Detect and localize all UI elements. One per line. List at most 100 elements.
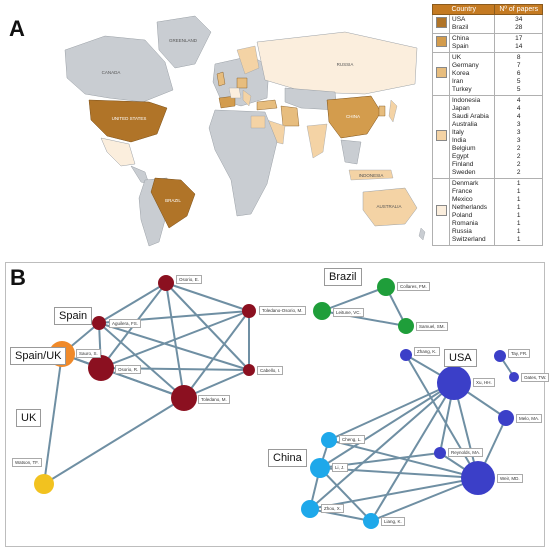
legend-paper-count: 28 <box>515 24 523 31</box>
country-legend-table: Country Nº of papers USA Brazil 34 28 China S… <box>431 4 543 246</box>
network-edge <box>43 353 63 485</box>
node-label: Collares, FM. <box>397 282 430 291</box>
map-label-russia: RUSSIA <box>337 62 354 67</box>
group-label-uk: UK <box>16 409 42 427</box>
legend-paper-count: 5 <box>516 78 521 85</box>
legend-country: Italy <box>452 129 464 136</box>
node-label: Osorio, E. <box>176 275 203 284</box>
network-node-weir-md <box>461 461 495 495</box>
network-node-melo-ma <box>498 410 514 426</box>
node-label: Tay, FR. <box>508 349 531 358</box>
network-node-tay-fr <box>494 350 506 362</box>
legend-paper-count: 4 <box>516 105 521 112</box>
legend-country: Iran <box>452 78 464 85</box>
legend-swatch <box>435 130 447 141</box>
legend-paper-counts: 17 14 <box>494 33 543 53</box>
network-edge <box>309 382 455 510</box>
legend-country: Saudi Arabia <box>452 113 489 120</box>
legend-paper-count: 4 <box>516 97 521 104</box>
legend-country: Egypt <box>452 153 469 160</box>
node-label: Li, J. <box>332 463 348 472</box>
legend-paper-counts: 34 28 <box>494 14 543 34</box>
legend-swatch <box>435 67 447 78</box>
network-node-zhang-k <box>400 349 412 361</box>
group-label-usa: USA <box>444 349 477 367</box>
legend-paper-count: 2 <box>516 161 521 168</box>
legend-paper-count: 1 <box>516 212 521 219</box>
network-edge <box>370 382 455 522</box>
legend-countries: USA Brazil <box>448 14 496 34</box>
node-label: Watson, TF. <box>12 458 42 467</box>
legend-swatch <box>435 205 447 216</box>
panel-b: B Spain Spain/UK UK Brazil USA China Oso… <box>5 262 549 547</box>
network-edge <box>321 286 387 312</box>
legend-country: Turkey <box>452 86 472 93</box>
legend-country: Switzerland <box>452 236 486 243</box>
legend-paper-count: 1 <box>516 236 521 243</box>
network-edge <box>319 467 372 522</box>
network-edge <box>98 282 167 324</box>
legend-paper-count: 1 <box>516 220 521 227</box>
network-edge <box>98 322 185 399</box>
legend-country: USA <box>452 16 466 23</box>
legend-paper-count: 34 <box>515 16 523 23</box>
map-label-australia: AUSTRALIA <box>376 204 401 209</box>
legend-country: Korea <box>452 70 470 77</box>
legend-paper-count: 2 <box>516 145 521 152</box>
network-edge <box>405 354 479 479</box>
australia-shape <box>362 187 418 227</box>
legend-country: France <box>452 188 473 195</box>
legend-countries: Indonesia Japan Saudi Arabia Australia Italy… <box>448 95 496 179</box>
node-label: Zhang, K. <box>414 347 440 356</box>
node-label: Cheng, L. <box>339 435 365 444</box>
network-node-aguilera-fs <box>92 316 106 330</box>
legend-group-row: Denmark France Mexico Netherlands Poland Roma… <box>432 178 543 246</box>
network-node-osorio-r <box>88 355 114 381</box>
legend-paper-count: 7 <box>516 62 521 69</box>
network-node-cabello-i <box>243 364 255 376</box>
legend-paper-count: 1 <box>516 188 521 195</box>
network-node-reynolds-ma <box>434 447 446 459</box>
node-label: Liang, K. <box>381 517 405 526</box>
network-edge <box>61 353 185 399</box>
map-label-indonesia: INDONESIA <box>359 173 384 178</box>
china-shape <box>326 95 382 139</box>
legend-group-row: UK Germany Korea Iran Turkey 8 7 6 5 5 <box>432 52 543 96</box>
legend-countries: China Spain <box>448 33 496 53</box>
legend-country: Japan <box>452 105 470 112</box>
network-node-li-j <box>310 458 330 478</box>
node-label: Reynolds, MA. <box>448 448 484 457</box>
legend-country: Belgium <box>452 145 476 152</box>
network-node-cheng-l <box>321 432 337 448</box>
panel-b-letter: B <box>10 265 26 290</box>
legend-country: Poland <box>452 212 473 219</box>
legend-country: Romania <box>452 220 479 227</box>
legend-paper-count: 4 <box>516 113 521 120</box>
legend-country: Sweden <box>452 169 476 176</box>
node-label: Sauro, S. <box>76 349 101 358</box>
legend-country: Germany <box>452 62 479 69</box>
node-label: Leitune, VC. <box>333 308 364 317</box>
world-map: GREENLAND CANADA UNITED STATES BRAZIL RU… <box>45 2 427 252</box>
group-label-china: China <box>268 449 307 467</box>
network-node-leitune-vc <box>313 302 331 320</box>
node-label: Toledano-Osorio, M. <box>259 306 306 315</box>
legend-countries: UK Germany Korea Iran Turkey <box>448 52 496 96</box>
legend-paper-count: 8 <box>516 54 521 61</box>
network-edge <box>165 282 250 312</box>
map-label-greenland: GREENLAND <box>169 38 198 43</box>
network-edge <box>309 508 372 522</box>
legend-paper-count: 1 <box>516 228 521 235</box>
russia-shape <box>256 31 418 95</box>
network-node-zhou-x <box>301 500 319 518</box>
map-label-china: CHINA <box>346 114 360 119</box>
legend-header-country: Country <box>431 4 496 15</box>
network-node-liang-k <box>363 513 379 529</box>
legend-group-row: USA Brazil 34 28 <box>432 14 543 34</box>
network-node-samuel-sm <box>398 318 414 334</box>
node-label: Zhou, X. <box>321 504 345 513</box>
node-label: Osorio, R. <box>115 365 142 374</box>
legend-country: Australia <box>452 121 478 128</box>
